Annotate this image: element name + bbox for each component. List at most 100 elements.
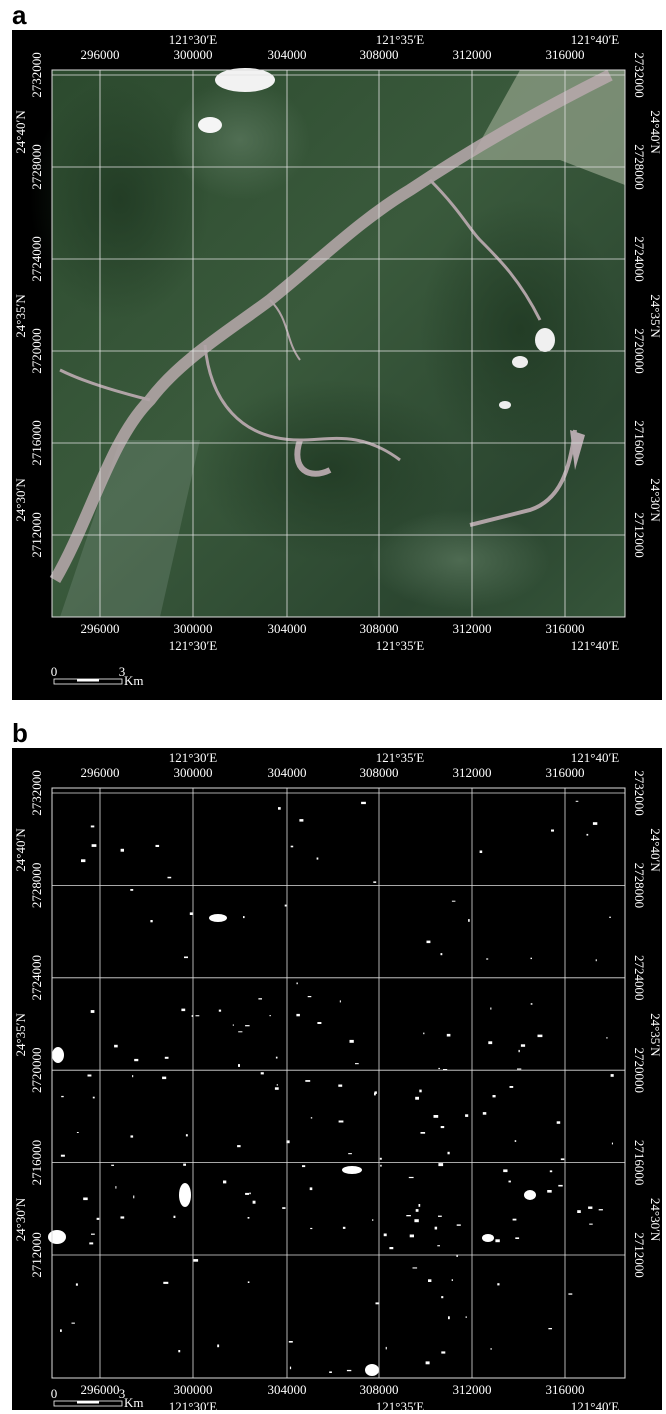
- speck: [589, 1224, 593, 1225]
- speck: [76, 1283, 78, 1285]
- speck: [209, 914, 227, 922]
- easting-label: 312000: [453, 765, 492, 780]
- speck: [493, 1095, 496, 1097]
- speck: [131, 1135, 134, 1137]
- easting-label: 316000: [546, 47, 585, 62]
- northing-label: 2724000: [29, 236, 44, 282]
- speck: [343, 1227, 346, 1229]
- speck: [441, 1126, 445, 1128]
- easting-label: 304000: [268, 47, 307, 62]
- speck: [441, 953, 443, 955]
- speck: [93, 1097, 95, 1099]
- speck: [452, 1279, 453, 1281]
- easting-label: 312000: [453, 47, 492, 62]
- northing-label: 2716000: [29, 420, 44, 466]
- speck: [238, 1064, 240, 1067]
- northing-label: 2732000: [29, 770, 44, 816]
- northing-label: 2728000: [29, 144, 44, 190]
- speck: [92, 844, 97, 847]
- longitude-label: 121°40′E: [571, 1399, 620, 1414]
- easting-label: 300000: [174, 1382, 213, 1397]
- speck: [77, 1132, 79, 1133]
- latitude-label: 24°35′N: [648, 1013, 663, 1057]
- speck: [577, 1210, 581, 1213]
- speck: [524, 1190, 536, 1200]
- speck: [248, 1281, 250, 1283]
- speck: [495, 1239, 499, 1242]
- speck: [72, 1323, 75, 1324]
- longitude-label: 121°30′E: [169, 638, 218, 653]
- latitude-label: 24°40′N: [13, 110, 28, 154]
- speck: [217, 1345, 219, 1348]
- speck: [611, 1074, 614, 1077]
- speck: [289, 1341, 293, 1343]
- speck: [97, 1218, 100, 1220]
- speck: [338, 1085, 342, 1087]
- speck: [438, 1216, 442, 1217]
- speck: [480, 851, 483, 854]
- speck: [482, 1234, 494, 1242]
- speck: [427, 941, 431, 944]
- northing-label: 2728000: [632, 144, 647, 190]
- speck: [339, 1121, 344, 1123]
- speck: [593, 822, 597, 825]
- latitude-label: 24°30′N: [13, 1197, 28, 1241]
- speck: [111, 1165, 114, 1166]
- scale-bar-segment: [77, 1401, 99, 1404]
- northing-label: 2712000: [632, 1232, 647, 1278]
- speck: [423, 1033, 424, 1035]
- speck: [410, 1235, 414, 1238]
- speck: [483, 1112, 487, 1115]
- speck: [342, 1166, 362, 1174]
- speck: [290, 1367, 291, 1370]
- speck: [168, 877, 172, 879]
- speck: [245, 1193, 249, 1195]
- easting-label: 300000: [174, 765, 213, 780]
- speck: [355, 1063, 359, 1064]
- northing-label: 2712000: [29, 1232, 44, 1278]
- speck: [237, 1145, 241, 1147]
- speck: [384, 1234, 387, 1237]
- northing-label: 2716000: [632, 1140, 647, 1186]
- speck: [61, 1155, 65, 1157]
- speck: [519, 1050, 520, 1052]
- speck: [308, 996, 312, 997]
- latitude-label: 24°30′N: [648, 1198, 663, 1242]
- speck: [340, 1000, 341, 1002]
- speck: [372, 1219, 373, 1221]
- speck: [179, 1183, 191, 1207]
- speck: [416, 1209, 419, 1212]
- speck: [447, 1034, 451, 1037]
- speck: [81, 859, 85, 862]
- speck: [513, 1219, 517, 1221]
- latitude-label: 24°35′N: [13, 294, 28, 338]
- northing-label: 2732000: [29, 52, 44, 98]
- speck: [297, 983, 298, 985]
- speck: [302, 1165, 305, 1167]
- longitude-label: 121°35′E: [376, 32, 425, 47]
- speck: [538, 1035, 543, 1038]
- speck: [452, 901, 456, 902]
- speck: [568, 1293, 572, 1294]
- latitude-label: 24°40′N: [13, 828, 28, 872]
- speck: [193, 1259, 198, 1262]
- northing-label: 2724000: [632, 236, 647, 282]
- speck: [48, 1230, 66, 1244]
- speck: [186, 1134, 188, 1136]
- speck: [609, 917, 611, 918]
- speck: [305, 1080, 310, 1082]
- latitude-label: 24°40′N: [648, 828, 663, 872]
- speck: [550, 1170, 552, 1172]
- speck: [576, 801, 579, 802]
- speck: [414, 1219, 418, 1222]
- speck: [181, 1009, 185, 1012]
- speck: [133, 1196, 134, 1199]
- northing-label: 2728000: [632, 863, 647, 909]
- speck: [557, 1121, 561, 1124]
- speck: [183, 1164, 186, 1166]
- easting-label: 296000: [81, 765, 120, 780]
- speck: [517, 1069, 521, 1070]
- speck: [531, 1003, 533, 1005]
- speck: [165, 1057, 169, 1059]
- speck: [184, 957, 188, 959]
